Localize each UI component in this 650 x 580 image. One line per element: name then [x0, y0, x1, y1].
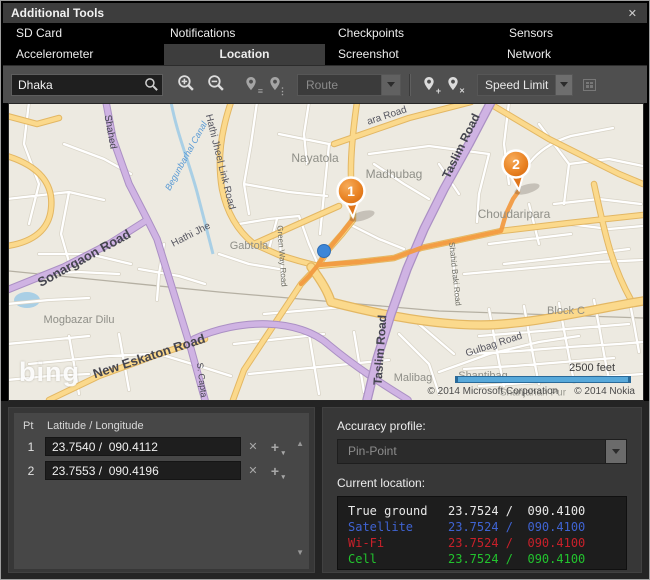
column-header-pt: Pt [23, 420, 34, 432]
tab-sd-card[interactable]: SD Card [16, 26, 63, 40]
table-row: 2 ✕ +▾ [23, 461, 285, 481]
column-header-latlng: Latitude / Longitude [47, 420, 144, 432]
location-toolbar: ≡ ⋮ Route + ✕ Speed Limit [3, 65, 647, 103]
zoom-in-icon [177, 74, 195, 95]
location-row-satellite: Satellite 23.7524 / 090.4100 [348, 520, 586, 534]
map-canvas: 1 2 [9, 104, 643, 400]
fit-pins-button[interactable]: ⋮ [265, 74, 287, 96]
accuracy-panel: Accuracy profile: Pin-Point Current loca… [322, 407, 642, 573]
map-viewport[interactable]: 1 2 Nayatola Madhubag Choudaripara Gabtola M… [8, 103, 644, 401]
tab-network[interactable]: Network [507, 47, 552, 61]
accuracy-dropdown-arrow[interactable] [606, 439, 627, 464]
chevron-down-icon [612, 449, 620, 454]
current-location-dot [317, 244, 331, 258]
chevron-down-icon [387, 82, 395, 87]
add-pin-button[interactable]: + [419, 74, 441, 96]
point-number: 2 [27, 463, 35, 478]
search-input[interactable] [11, 73, 163, 96]
pin-delete-icon [447, 76, 459, 94]
pin-lines-icon [245, 76, 257, 94]
zoom-out-icon [207, 74, 225, 95]
current-location-box: True ground 23.7524 / 090.4100 Satellite 2… [337, 496, 627, 570]
route-dropdown-arrow[interactable] [381, 73, 401, 96]
clear-pins-button[interactable]: ✕ [443, 74, 465, 96]
zoom-out-button[interactable] [203, 72, 229, 97]
map-scale-text: 2500 feet [569, 362, 615, 374]
chevron-down-icon: ▾ [281, 449, 285, 457]
route-mode-dropdown[interactable]: Route [297, 73, 401, 96]
point-latlng-input[interactable] [45, 437, 241, 456]
speed-limit-value: Speed Limit [477, 73, 556, 96]
scroll-down-icon[interactable]: ▼ [296, 548, 304, 557]
location-row-cell: Cell 23.7524 / 090.4100 [348, 552, 586, 566]
chevron-down-icon: ▾ [281, 473, 285, 481]
chevron-down-icon [560, 82, 569, 87]
map-pin-2[interactable]: 2 [501, 149, 541, 197]
speed-limit-dropdown[interactable]: Speed Limit [477, 73, 574, 96]
tab-location[interactable]: Location [164, 44, 325, 65]
window-title: Additional Tools [11, 6, 105, 20]
tab-accelerometer[interactable]: Accelerometer [16, 47, 94, 61]
accuracy-profile-dropdown[interactable]: Pin-Point [337, 439, 627, 464]
route-mode-value: Route [297, 73, 381, 96]
insert-point-button[interactable]: + ▾ [265, 438, 285, 457]
copyright-nokia: © 2014 Nokia [574, 386, 635, 397]
pin-dots-icon [269, 76, 281, 94]
points-panel: Pt Latitude / Longitude 1 ✕ +▾ 2 ✕ +▾ ▲ … [8, 407, 315, 573]
points-list: Pt Latitude / Longitude 1 ✕ +▾ 2 ✕ +▾ ▲ … [14, 413, 309, 569]
location-row-wifi: Wi-Fi 23.7524 / 090.4100 [348, 536, 586, 550]
current-location-label: Current location: [337, 476, 426, 490]
accuracy-profile-label: Accuracy profile: [337, 419, 426, 433]
delete-point-button[interactable]: ✕ [243, 462, 263, 480]
tab-checkpoints[interactable]: Checkpoints [338, 26, 405, 40]
location-row-true-ground: True ground 23.7524 / 090.4100 [348, 504, 586, 518]
map-pin-1[interactable]: 1 [336, 176, 376, 224]
pin-mode-button[interactable]: ≡ [241, 74, 263, 96]
copyright-microsoft: © 2014 Microsoft Corporation [427, 386, 559, 397]
tab-strip: SD Card Notifications Checkpoints Sensor… [3, 23, 647, 65]
toolbar-separator [409, 73, 411, 96]
points-list-header: Pt Latitude / Longitude [23, 420, 285, 432]
bing-logo: bing [19, 357, 80, 387]
point-latlng-input[interactable] [45, 461, 241, 480]
delete-point-button[interactable]: ✕ [243, 438, 263, 456]
close-icon[interactable]: ✕ [627, 7, 637, 20]
search-icon[interactable] [144, 77, 159, 97]
search-box [11, 73, 163, 97]
map-scale-bar [455, 376, 631, 383]
purple-roads [9, 104, 496, 400]
grid-icon[interactable] [583, 78, 597, 91]
pin-1-number: 1 [347, 183, 355, 199]
point-number: 1 [27, 439, 35, 454]
speed-limit-arrow[interactable] [555, 73, 574, 96]
scroll-up-icon[interactable]: ▲ [296, 439, 304, 448]
title-bar: Additional Tools ✕ [3, 3, 647, 23]
tab-screenshot[interactable]: Screenshot [338, 47, 399, 61]
pin-add-icon [423, 76, 435, 94]
table-row: 1 ✕ +▾ [23, 437, 285, 457]
bottom-section: Pt Latitude / Longitude 1 ✕ +▾ 2 ✕ +▾ ▲ … [1, 401, 649, 579]
accuracy-profile-value: Pin-Point [337, 439, 606, 464]
map-copyright: © 2014 Microsoft Corporation © 2014 Noki… [427, 386, 635, 397]
tab-notifications[interactable]: Notifications [170, 26, 236, 40]
pin-2-number: 2 [512, 156, 520, 172]
insert-point-button[interactable]: + ▾ [265, 462, 285, 481]
tab-sensors[interactable]: Sensors [509, 26, 554, 40]
zoom-in-button[interactable] [173, 72, 199, 97]
